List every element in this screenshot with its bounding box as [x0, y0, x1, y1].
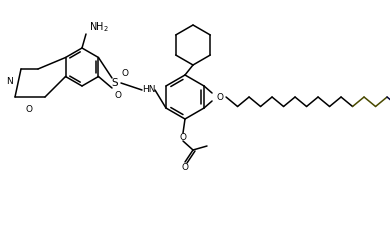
Text: N: N	[6, 77, 13, 86]
Text: O: O	[122, 69, 128, 77]
Text: O: O	[216, 92, 223, 101]
Text: O: O	[181, 163, 188, 172]
Text: O: O	[115, 91, 122, 99]
Text: O: O	[179, 133, 186, 143]
Text: O: O	[25, 106, 32, 114]
Text: NH$_2$: NH$_2$	[89, 20, 109, 34]
Text: HN: HN	[142, 86, 156, 94]
Text: S: S	[112, 78, 118, 88]
